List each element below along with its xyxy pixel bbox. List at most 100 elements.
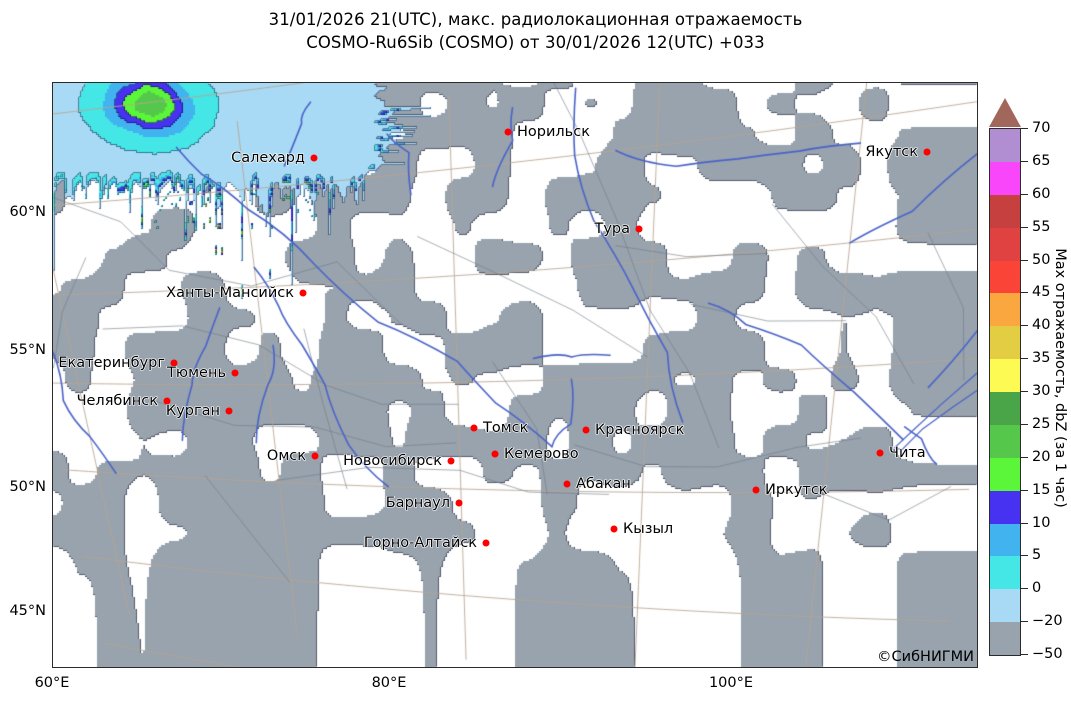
colorbar-tick [1021,193,1028,195]
colorbar-bands [989,128,1021,656]
city-dot-icon [876,449,884,457]
city-label: Томск [483,420,529,436]
colorbar-tick [1021,391,1028,392]
title-line-2: COSMO-Ru6Sib (COSMO) от 30/01/2026 12(UT… [306,33,765,52]
city-label: Челябинск [76,393,158,409]
colorbar: 70 65 60 55 50 45 40 35 30 25 20 15 10 5 0 −20 −50 [989,98,1071,673]
colorbar-tick [1021,555,1028,557]
city-label: Кемерово [504,446,579,462]
colorbar-tick-label: 40 [1032,317,1051,334]
city-dot-icon [163,397,171,405]
colorbar-tick-label: 50 [1032,251,1051,268]
city-label: Красноярск [595,422,685,438]
colorbar-tick [1021,621,1028,623]
colorbar-tick [1021,160,1028,162]
city-label: Норильск [517,124,590,140]
colorbar-band [990,129,1020,162]
colorbar-tick-label: 55 [1032,218,1051,235]
colorbar-tick [1021,325,1028,327]
colorbar-band [990,260,1020,294]
city-dot-icon [310,154,318,162]
colorbar-band [990,227,1020,261]
lat-tick-label: 60°N [9,204,46,220]
city-dot-icon [470,424,478,432]
city-label: Горно-Алтайск [363,535,477,551]
colorbar-tick-label: −20 [1032,613,1063,630]
colorbar-tick-label: 5 [1032,547,1042,564]
colorbar-band [990,326,1020,360]
colorbar-tick-label: 15 [1032,481,1051,498]
city-label: Екатеринбург [58,355,165,371]
colorbar-tick-label: 45 [1032,284,1051,301]
colorbar-band [990,293,1020,327]
colorbar-band [990,161,1020,195]
colorbar-tick [1021,423,1028,425]
lat-tick-label: 55°N [9,342,46,358]
colorbar-tick-label: 30 [1032,383,1051,399]
city-dot-icon [491,450,499,458]
city-label: Чита [889,445,926,461]
lon-tick-label: 60°E [34,675,70,691]
colorbar-tick [1021,588,1028,590]
city-label: Барнаул [385,495,450,511]
city-dot-icon [635,225,643,233]
city-dot-icon [299,289,307,297]
colorbar-tick-label: 10 [1032,514,1051,531]
city-label: Иркутск [765,482,828,498]
page-title: 31/01/2026 21(UTC), макс. радиолокационн… [0,8,1071,54]
lat-tick-label: 50°N [9,479,46,495]
colorbar-tick [1021,259,1028,261]
city-dot-icon [582,426,590,434]
radar-reflectivity-map [53,83,977,667]
colorbar-tick [1021,292,1028,294]
map-plot-area: Норильск Салехард Якутск Тура Ханты-Мансийск… [52,82,978,668]
colorbar-axis-title: Max отражаемость, dbZ (за 1 час) [1052,248,1068,508]
colorbar-band [990,457,1020,491]
colorbar-tick-label: −50 [1032,646,1063,662]
city-dot-icon [923,148,931,156]
lat-tick-label: 45°N [9,603,46,619]
city-label: Салехард [231,150,305,166]
city-label: Кызыл [623,521,674,537]
colorbar-tick [1021,522,1028,524]
colorbar-tick [1021,226,1028,228]
city-dot-icon [225,407,233,415]
city-dot-icon [563,480,571,488]
city-label: Омск [266,448,306,464]
colorbar-band [990,622,1020,655]
city-label: Тюмень [167,365,226,381]
colorbar-band [990,523,1020,557]
lon-tick-label: 100°E [708,675,754,691]
colorbar-band [990,359,1020,392]
city-label: Ханты-Мансийск [166,285,294,301]
colorbar-tick-label: 70 [1032,120,1051,136]
city-dot-icon [311,452,319,460]
city-dot-icon [504,128,512,136]
colorbar-band [990,392,1020,425]
city-dot-icon [482,539,490,547]
colorbar-band [990,589,1020,623]
colorbar-band [990,556,1020,590]
colorbar-tick-label: 25 [1032,415,1051,432]
city-dot-icon [752,486,760,494]
colorbar-over-arrow [989,98,1021,127]
city-label: Новосибирск [343,453,442,469]
colorbar-tick [1021,358,1028,360]
colorbar-tick-label: 20 [1032,448,1051,465]
colorbar-tick-label: 60 [1032,185,1051,202]
colorbar-band [990,424,1020,458]
city-dot-icon [610,525,618,533]
city-label: Якутск [865,144,918,160]
colorbar-band [990,490,1020,524]
city-dot-icon [231,369,239,377]
city-label: Курган [165,403,220,419]
colorbar-tick-label: 65 [1032,152,1051,169]
title-line-1: 31/01/2026 21(UTC), макс. радиолокационн… [268,10,803,29]
copyright-credit: ©СибНИГМИ [877,649,974,665]
city-label: Тура [594,221,630,237]
city-dot-icon [455,499,463,507]
colorbar-band [990,194,1020,228]
colorbar-tick [1021,654,1028,655]
lon-tick-label: 80°E [371,675,407,691]
colorbar-tick [1021,128,1028,129]
